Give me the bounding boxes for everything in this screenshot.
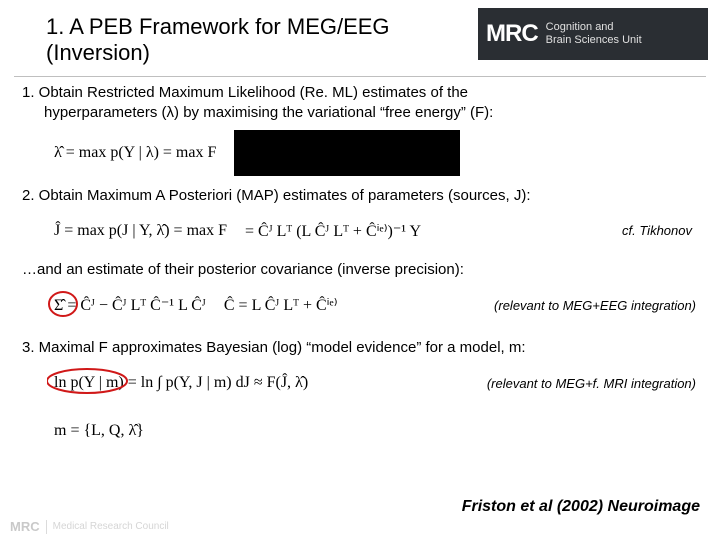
step-1: 1. Obtain Restricted Maximum Likelihood … <box>22 83 698 124</box>
page-title: 1. A PEB Framework for MEG/EEG (Inversio… <box>12 8 478 72</box>
step-2b: …and an estimate of their posterior cova… <box>22 260 698 280</box>
highlight-circle-icon <box>47 289 81 319</box>
footer-divider <box>46 520 47 534</box>
eq-j-hat: Ĵ = max p(J | Y, λ̂) = max F <box>54 222 227 240</box>
circled-lnp: ln p(Y | m) <box>54 374 124 392</box>
equation-row-5: m = {L, Q, λ̂} <box>54 412 698 450</box>
mrc-logo: MRC Cognition and Brain Sciences Unit <box>478 8 708 60</box>
eq-model-def: m = {L, Q, λ̂} <box>54 422 144 440</box>
eq-lambda-hat: λ̂ = max p(Y | λ) = max F <box>54 144 216 162</box>
logo-subtitle: Cognition and Brain Sciences Unit <box>546 21 642 47</box>
step-3: 3. Maximal F approximates Bayesian (log)… <box>22 338 698 358</box>
footer-brand: MRC <box>10 519 40 534</box>
equation-row-3: Σ̂ = Ĉᴶ − Ĉᴶ Lᵀ Ĉ⁻¹ L Ĉᴶ Ĉ = L Ĉᴶ … <box>54 286 698 324</box>
eq-evidence: ln p(Y | m) = ln ∫ p(Y, J | m) dJ ≈ F(Ĵ… <box>54 374 308 392</box>
eq-c-hat: Ĉ = L Ĉᴶ Lᵀ + Ĉⁱᵉ⁾ <box>224 295 338 315</box>
equation-row-1: λ̂ = max p(Y | λ) = max F <box>54 130 698 176</box>
logo-brand: MRC <box>486 20 538 48</box>
circled-sigma: Σ̂ <box>54 297 63 315</box>
equation-row-2: Ĵ = max p(J | Y, λ̂) = max F = Ĉᴶ Lᵀ (… <box>54 212 698 250</box>
note-meg-eeg: (relevant to MEG+EEG integration) <box>494 298 698 313</box>
citation: Friston et al (2002) Neuroimage <box>462 498 700 516</box>
footer-text: Medical Research Council <box>53 521 169 532</box>
equation-row-4: ln p(Y | m) = ln ∫ p(Y, J | m) dJ ≈ F(Ĵ… <box>54 364 698 402</box>
highlight-circle-icon <box>47 366 131 396</box>
eq-j-closed: = Ĉᴶ Lᵀ (L Ĉᴶ Lᵀ + Ĉⁱᵉ⁾)⁻¹ Y <box>245 221 421 241</box>
redacted-box <box>234 130 460 176</box>
note-meg-fmri: (relevant to MEG+f. MRI integration) <box>487 376 698 391</box>
divider <box>14 76 706 77</box>
note-tikhonov: cf. Tikhonov <box>622 223 698 238</box>
footer-logo: MRC Medical Research Council <box>10 519 169 534</box>
step-2: 2. Obtain Maximum A Posteriori (MAP) est… <box>22 186 698 206</box>
eq-sigma: Σ̂ = Ĉᴶ − Ĉᴶ Lᵀ Ĉ⁻¹ L Ĉᴶ <box>54 295 206 315</box>
